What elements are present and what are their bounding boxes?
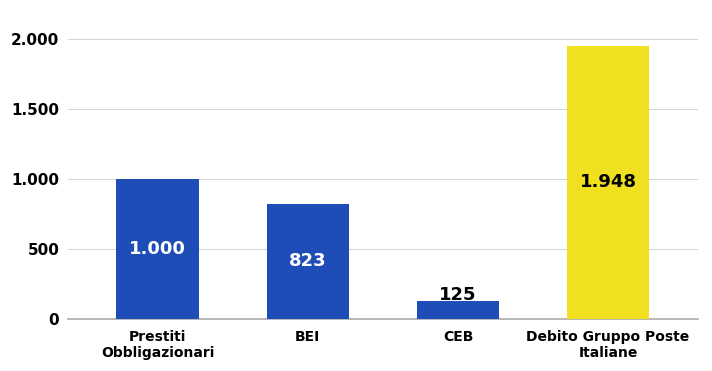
Bar <box>266 204 349 319</box>
Bar <box>117 179 199 319</box>
Text: 125: 125 <box>439 286 477 304</box>
Bar <box>567 46 649 319</box>
Text: 1.000: 1.000 <box>130 240 187 258</box>
Text: 1.948: 1.948 <box>580 174 637 191</box>
Bar <box>417 301 499 319</box>
Text: 823: 823 <box>289 252 327 270</box>
